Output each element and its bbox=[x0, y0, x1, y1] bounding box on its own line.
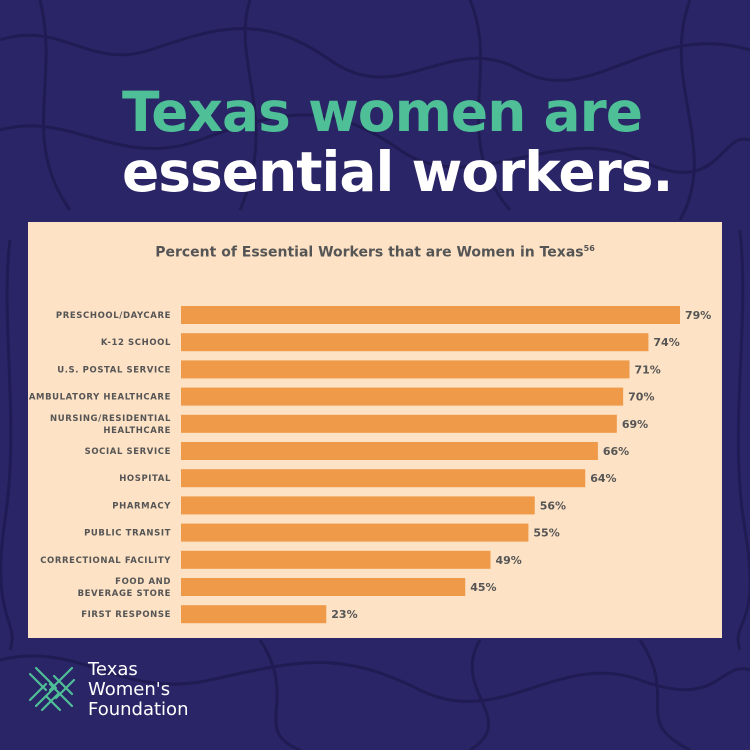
logo-line-2: Women's bbox=[88, 679, 171, 700]
chart-card: Percent of Essential Workers that are Wo… bbox=[28, 222, 722, 638]
value-label: 56% bbox=[540, 499, 566, 512]
bar bbox=[181, 496, 535, 515]
value-label: 71% bbox=[634, 363, 660, 376]
bar bbox=[181, 578, 466, 596]
category-label: FIRST RESPONSE bbox=[81, 610, 171, 620]
category-label: AMBULATORY HEALTHCARE bbox=[29, 393, 171, 403]
category-label: PRESCHOOL/DAYCARE bbox=[56, 311, 171, 321]
category-label: U.S. POSTAL SERVICE bbox=[57, 365, 171, 375]
value-label: 79% bbox=[685, 309, 711, 322]
woven-lattice-icon bbox=[28, 666, 76, 712]
category-label: SOCIAL SERVICE bbox=[85, 447, 171, 457]
chart-title: Percent of Essential Workers that are Wo… bbox=[28, 244, 722, 261]
category-label: K-12 SCHOOL bbox=[101, 338, 171, 348]
category-label: HOSPITAL bbox=[119, 474, 171, 484]
category-label: PUBLIC TRANSIT bbox=[84, 529, 171, 539]
category-label: CORRECTIONAL FACILITY bbox=[40, 556, 171, 566]
category-label: PHARMACY bbox=[112, 501, 171, 511]
logo-line-1: Texas bbox=[88, 659, 138, 680]
bar-chart: PRESCHOOL/DAYCARE 79% K-12 SCHOOL 74% U.S. P… bbox=[29, 306, 711, 624]
headline: Texas women are essential workers. bbox=[122, 80, 673, 204]
value-label: 64% bbox=[590, 472, 616, 485]
bar bbox=[181, 306, 680, 324]
logo-line-3: Foundation bbox=[88, 699, 189, 720]
category-label: BEVERAGE STORE bbox=[78, 589, 171, 599]
value-label: 49% bbox=[496, 554, 522, 567]
value-label: 55% bbox=[533, 527, 559, 540]
category-label: HEALTHCARE bbox=[103, 426, 171, 436]
category-label: FOOD AND bbox=[115, 577, 171, 587]
value-label: 69% bbox=[622, 418, 648, 431]
bar bbox=[181, 387, 624, 406]
bar bbox=[181, 333, 649, 352]
value-label: 74% bbox=[653, 336, 679, 349]
bar bbox=[181, 442, 598, 460]
category-label: NURSING/RESIDENTIAL bbox=[50, 414, 171, 424]
value-label: 23% bbox=[331, 608, 357, 621]
bar bbox=[181, 605, 327, 624]
headline-line-2: essential workers. bbox=[122, 140, 673, 204]
headline-line-1: Texas women are bbox=[122, 80, 643, 144]
foundation-logo-text: Texas Women's Foundation bbox=[88, 660, 188, 720]
bar bbox=[181, 360, 630, 379]
value-label: 45% bbox=[470, 581, 496, 594]
chart-title-text: Percent of Essential Workers that are Wo… bbox=[155, 244, 584, 261]
value-label: 70% bbox=[628, 391, 654, 404]
chart-title-footnote: 56 bbox=[583, 244, 595, 253]
bar bbox=[181, 550, 491, 569]
bar bbox=[181, 414, 617, 433]
bar bbox=[181, 469, 586, 488]
bar bbox=[181, 523, 529, 542]
value-label: 66% bbox=[603, 445, 629, 458]
